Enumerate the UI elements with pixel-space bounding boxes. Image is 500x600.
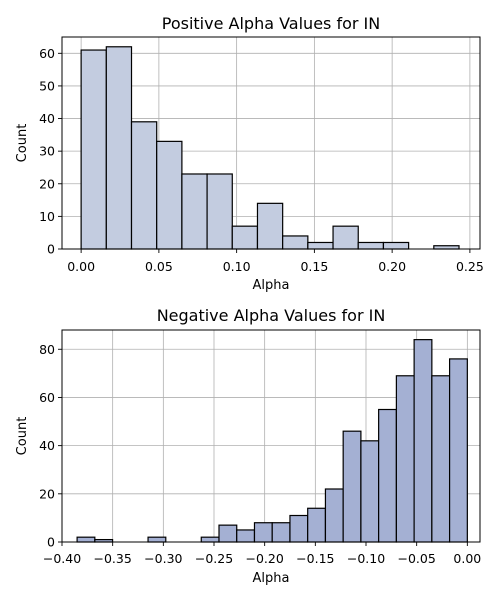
histogram-bar	[324, 488, 344, 543]
histogram-bar	[307, 241, 334, 250]
histogram-bar	[282, 235, 309, 250]
x-tick-label: −0.25	[195, 551, 233, 566]
histogram-bar	[307, 507, 327, 543]
histogram-bar	[253, 522, 273, 543]
histogram-bar	[382, 241, 410, 250]
x-tick-label: −0.30	[144, 551, 182, 566]
histogram-bar	[360, 440, 380, 543]
x-tick-label: 0.00	[453, 551, 481, 566]
histogram-bar	[332, 225, 359, 250]
x-tick-label: 0.25	[456, 259, 484, 274]
histogram-bar	[80, 49, 107, 250]
histogram-bar	[357, 241, 385, 250]
histogram-bar	[181, 173, 208, 250]
positive-alpha-histogram: 0.00 0.05 0.10 0.15 0.20 0.25 0 10 20 30 40 50 60 Pos…	[15, 14, 484, 293]
y-tick-label: 20	[39, 176, 55, 191]
y-axis-label: Count	[15, 124, 30, 163]
x-tick-label: −0.40	[43, 551, 81, 566]
histogram-bar	[231, 225, 259, 250]
x-axis-label: Alpha	[253, 278, 290, 293]
histogram-bar	[448, 358, 468, 543]
y-tick-label: 80	[39, 342, 55, 357]
y-tick-label: 30	[39, 144, 55, 159]
chart-title: Negative Alpha Values for IN	[157, 306, 386, 325]
x-tick-label: −0.10	[347, 551, 385, 566]
histogram-bar	[289, 514, 309, 543]
histogram-bar	[271, 522, 291, 543]
y-tick-label: 50	[39, 78, 55, 93]
x-tick-label: 0.15	[300, 259, 328, 274]
x-tick-label: 0.20	[378, 259, 406, 274]
histogram-bar	[218, 524, 238, 543]
x-axis-label: Alpha	[253, 571, 290, 586]
histogram-bar	[236, 529, 256, 543]
y-tick-label: 0	[47, 242, 55, 257]
x-tick-label: 0.10	[223, 259, 251, 274]
y-tick-label: 60	[39, 46, 55, 61]
y-tick-label: 40	[39, 111, 55, 126]
histogram-bar	[156, 140, 183, 250]
y-axis-label: Count	[15, 417, 30, 456]
histogram-bar	[256, 202, 284, 250]
axes-frame	[61, 329, 481, 543]
x-tick-label: −0.15	[296, 551, 334, 566]
chart-title: Positive Alpha Values for IN	[162, 14, 380, 33]
histogram-bar	[206, 173, 233, 250]
y-tick-label: 10	[39, 209, 55, 224]
x-tick-label: −0.20	[246, 551, 284, 566]
histogram-bar	[130, 121, 158, 250]
histogram-bar	[76, 536, 96, 543]
y-tick-label: 40	[39, 438, 55, 453]
y-tick-label: 60	[39, 390, 55, 405]
histogram-bar	[378, 408, 397, 543]
histogram-bar	[413, 339, 433, 543]
axes-frame	[61, 36, 481, 250]
x-tick-label: −0.05	[398, 551, 436, 566]
histogram-bar	[105, 46, 133, 250]
histogram-bar	[200, 536, 220, 543]
negative-alpha-histogram: −0.40 −0.35 −0.30 −0.25 −0.20 −0.15 −0.10 −0.05…	[15, 306, 481, 586]
histogram-bar	[431, 375, 451, 543]
x-tick-label: 0.00	[67, 259, 95, 274]
y-tick-label: 20	[39, 486, 55, 501]
histogram-bar	[147, 536, 167, 543]
y-tick-label: 0	[47, 535, 55, 550]
x-tick-label: −0.35	[94, 551, 132, 566]
histogram-bar	[342, 430, 362, 543]
x-tick-label: 0.05	[145, 259, 173, 274]
histogram-bar	[395, 375, 415, 543]
